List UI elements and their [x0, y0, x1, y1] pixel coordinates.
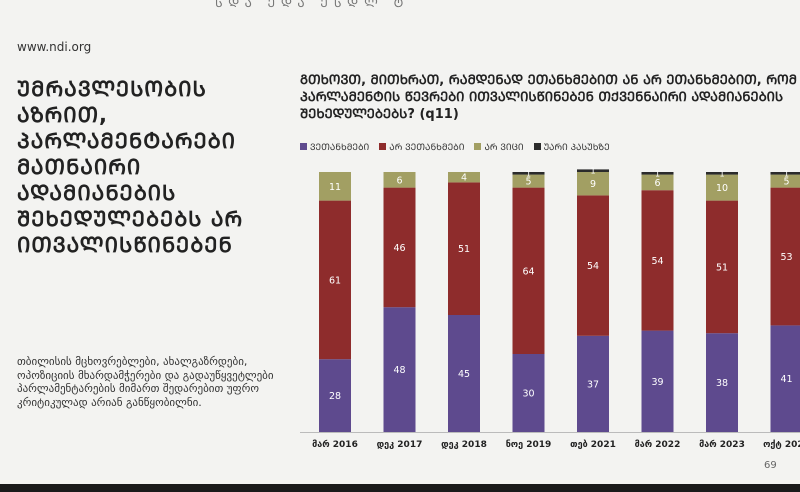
legend-item-refused: ᲣᲐᲠᲘ ᲞᲐᲡᲣᲮᲖᲔ — [533, 140, 610, 153]
bar-segment-agree — [641, 330, 674, 432]
data-label-dont-know: 10 — [716, 183, 728, 194]
site-url: www.ndi.org — [17, 40, 92, 54]
x-tick-label: ოქტ 2023 — [763, 440, 800, 450]
data-label-disagree: 53 — [780, 252, 792, 263]
data-label-dont-know: 5 — [525, 177, 531, 188]
bar-segment-disagree — [319, 200, 351, 360]
data-label-disagree: 54 — [651, 256, 663, 267]
bar-segment-disagree — [512, 187, 545, 354]
page-number: 69 — [764, 460, 777, 471]
bar-segment-dont-know — [319, 172, 351, 201]
data-label-agree: 45 — [458, 369, 470, 380]
bar-segment-disagree — [448, 182, 480, 315]
data-label-agree: 39 — [651, 377, 663, 388]
bar-segment-refused — [770, 172, 800, 175]
top-strip: ᲡᲓᲐ ᲔᲓᲐ ᲔᲡᲓᲚ Ტ — [0, 0, 800, 10]
x-tick-label: მარ 2016 — [312, 439, 358, 450]
data-label-dont-know: 11 — [329, 182, 341, 193]
legend-label-refused: ᲣᲐᲠᲘ ᲞᲐᲡᲣᲮᲖᲔ — [543, 143, 610, 153]
legend-label-disagree: ᲐᲠ ᲕᲔᲗᲐᲜᲮᲛᲔᲑᲘ — [389, 143, 465, 153]
bar-segment-dont-know — [641, 174, 674, 191]
chart-title: ᲒᲗᲮᲝᲕᲗ, ᲛᲘᲗᲮᲠᲐᲗ, ᲠᲐᲛᲓᲔᲜᲐᲓ ᲔᲗᲐᲜᲮᲛᲔᲑᲘᲗ ᲐᲜ … — [300, 73, 797, 122]
data-label-agree: 37 — [587, 379, 599, 390]
data-label-disagree: 51 — [458, 244, 470, 255]
legend-label-agree: ᲕᲔᲗᲐᲜᲮᲛᲔᲑᲘ — [310, 143, 370, 153]
x-tick-label: თებ 2021 — [570, 440, 616, 450]
x-tick-label: მარ 2023 — [699, 439, 745, 450]
legend-swatch-refused — [533, 143, 541, 150]
data-label-dont-know: 5 — [783, 177, 789, 188]
bar-segment-agree — [770, 325, 800, 432]
bar-segment-dont-know — [706, 174, 738, 201]
data-label-dont-know: 4 — [461, 173, 467, 184]
data-label-dont-know: 9 — [590, 179, 596, 190]
bar-segment-agree — [319, 359, 351, 432]
data-label-agree: 48 — [393, 365, 405, 376]
data-label-agree: 30 — [522, 389, 534, 400]
legend-label-dont-know: ᲐᲠ ᲕᲘᲪᲘ — [484, 143, 524, 153]
bar-segment-dont-know — [512, 174, 545, 188]
x-tick-label: მარ 2022 — [635, 439, 681, 450]
x-tick-label: დეკ 2017 — [377, 440, 423, 450]
bar-segment-refused — [706, 172, 738, 175]
bar-segment-dont-know — [770, 174, 800, 188]
bar-segment-disagree — [577, 195, 609, 336]
bar-segment-agree — [383, 307, 416, 432]
chart-legend: ᲕᲔᲗᲐᲜᲮᲛᲔᲑᲘ ᲐᲠ ᲕᲔᲗᲐᲜᲮᲛᲔᲑᲘ ᲐᲠ ᲕᲘᲪᲘ ᲣᲐᲠᲘ ᲞᲐ… — [300, 140, 610, 153]
top-glyphs: ᲡᲓᲐ ᲔᲓᲐ ᲔᲡᲓᲚ Ტ — [215, 0, 410, 10]
data-label-disagree: 54 — [587, 261, 599, 272]
legend-item-disagree: ᲐᲠ ᲕᲔᲗᲐᲜᲮᲛᲔᲑᲘ — [379, 140, 464, 153]
legend-item-agree: ᲕᲔᲗᲐᲜᲮᲛᲔᲑᲘ — [300, 140, 369, 153]
legend-item-dont-know: ᲐᲠ ᲕᲘᲪᲘ — [474, 140, 524, 153]
legend-swatch-disagree — [379, 143, 387, 150]
bottom-bar — [0, 484, 800, 492]
data-label-disagree: 51 — [716, 262, 728, 273]
data-label-refused: 1 — [526, 169, 531, 178]
bar-segment-refused — [641, 172, 674, 175]
data-label-agree: 28 — [329, 391, 341, 402]
data-label-refused: 1 — [590, 167, 595, 176]
bar-segment-refused — [512, 172, 545, 175]
data-label-dont-know: 6 — [396, 175, 402, 186]
data-label-disagree: 46 — [393, 243, 405, 254]
bar-segment-agree — [706, 333, 738, 432]
data-label-disagree: 61 — [329, 275, 341, 286]
slide-title: ᲣᲛᲠᲐᲕᲚᲔᲡᲝᲑᲘᲡ ᲐᲖᲠᲘᲗ, ᲞᲐᲠᲚᲐᲛᲔᲜᲢᲐᲠᲔᲑᲘ ᲛᲐᲗᲜᲐ… — [17, 77, 244, 257]
data-label-agree: 38 — [716, 378, 728, 389]
data-label-disagree: 64 — [522, 266, 534, 277]
data-label-refused: 1 — [719, 169, 724, 178]
legend-swatch-dont-know — [474, 143, 482, 150]
bar-segment-disagree — [641, 190, 674, 331]
bar-segment-disagree — [383, 187, 416, 308]
bar-segment-refused — [577, 169, 609, 172]
data-label-agree: 41 — [780, 374, 792, 385]
bar-segment-disagree — [706, 200, 738, 334]
data-label-refused: 1 — [655, 169, 660, 178]
slide-note: თბილისის მცხოვრებლები, ახალგაზრდები, ოპო… — [17, 355, 274, 409]
bar-segment-agree — [512, 354, 545, 432]
data-label-dont-know: 6 — [654, 178, 660, 189]
data-label-refused: 1 — [784, 169, 789, 178]
bar-segment-agree — [577, 335, 609, 432]
x-tick-label: ნოე 2019 — [506, 440, 552, 450]
x-tick-label: დეკ 2018 — [441, 440, 487, 450]
legend-swatch-agree — [300, 143, 307, 150]
bar-segment-agree — [448, 315, 480, 432]
bar-segment-dont-know — [383, 172, 416, 188]
bar-segment-dont-know — [448, 172, 480, 183]
bar-segment-dont-know — [577, 172, 609, 196]
bar-segment-disagree — [770, 187, 800, 326]
